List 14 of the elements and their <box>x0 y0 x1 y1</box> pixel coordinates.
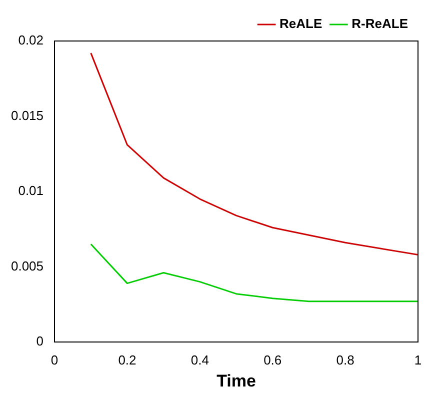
x-tick-label: 1 <box>414 352 422 368</box>
x-tick-label: 0.4 <box>190 352 209 368</box>
legend-label: R-ReALE <box>352 16 408 32</box>
legend-label: ReALE <box>280 16 322 32</box>
x-tick-label: 0.6 <box>264 352 282 368</box>
y-tick-label: 0.005 <box>10 258 44 274</box>
y-tick-label: 0.015 <box>10 108 44 123</box>
x-axis-title: Time <box>216 371 256 390</box>
x-tick-label: 0 <box>50 352 58 368</box>
x-tick-label: 0.2 <box>118 352 136 368</box>
x-tick-label: 0.8 <box>336 352 354 368</box>
y-tick-label: 0.01 <box>18 183 44 198</box>
y-tick-label: 0 <box>36 334 44 349</box>
y-tick-label: 0.02 <box>18 32 44 48</box>
